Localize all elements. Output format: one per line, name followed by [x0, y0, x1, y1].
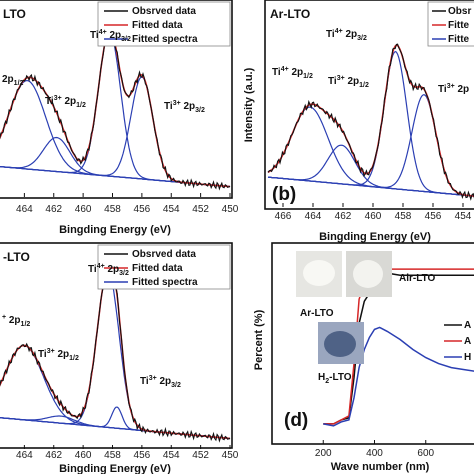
panel-c-tick-label: 454 — [163, 450, 180, 461]
panel-c-tick-label: 460 — [75, 450, 92, 461]
panel-a-component-2 — [0, 136, 231, 188]
panel-d-tick-label: 200 — [315, 448, 332, 459]
panel-b-tick-label: 460 — [365, 211, 382, 222]
panel-c-tick-label: 450 — [222, 450, 239, 461]
panel-c-annotations: Ti4+ 2p3/2 + 2p1/2 Ti3+ 2p1/2 Ti3+ 2p3/2 — [2, 263, 181, 389]
panel-c-frame — [0, 242, 233, 449]
panel-c-component-1 — [0, 344, 231, 440]
legend-c-fitted-data-label: Fitted data — [132, 263, 183, 274]
anno-b-ti4-2p12: Ti4+ 2p1/2 — [272, 66, 313, 80]
anno-c-2p12: + 2p1/2 — [2, 314, 30, 328]
anno-c-ti3-2p12: Ti3+ 2p1/2 — [38, 348, 79, 362]
panel-a-x-ticks: 464 462 460 458 456 454 452 450 — [16, 193, 239, 215]
panel-b-tick-label: 456 — [425, 211, 442, 222]
panel-a-title: LTO — [3, 7, 26, 21]
panel-c-tick-label: 462 — [45, 450, 62, 461]
panel-a-tick-label: 458 — [104, 204, 121, 215]
legend-b-fitted-label: Fitte — [448, 20, 470, 31]
panel-a-tick-label: 450 — [222, 204, 239, 215]
legend-fitted-data-label: Fitted data — [132, 20, 183, 31]
h2-lto-powder — [324, 331, 356, 357]
panel-d-ylabel: Percent (%) — [253, 309, 265, 370]
ar-lto-powder — [353, 260, 383, 288]
legend-observed-label: Obsrved data — [132, 6, 196, 17]
panel-b-legend: Obsr Fitte Fitte — [427, 1, 474, 47]
panel-c-tick-label: 458 — [104, 450, 121, 461]
panel-a-tick-label: 454 — [163, 204, 180, 215]
panel-c-plot — [0, 260, 231, 443]
panel-c-tick-label: 456 — [134, 450, 151, 461]
panel-b-tick-label: 454 — [455, 211, 472, 222]
panel-b-legend-box — [427, 1, 474, 47]
legend-b-spectra-label: Fitte — [448, 34, 470, 45]
anno-b-ti3-2p12: Ti3+ 2p1/2 — [328, 75, 369, 89]
panel-b-component-4 — [267, 94, 474, 197]
legend-c-observed-label: Obsrved data — [132, 249, 196, 260]
panel-d-tick-label: 600 — [417, 448, 434, 459]
panel-b-tick-label: 458 — [395, 211, 412, 222]
anno-ti3-2p32: Ti3+ 2p3/2 — [164, 100, 205, 114]
anno-c-ti3-2p32: Ti3+ 2p3/2 — [140, 375, 181, 389]
panel-a-annotations: Ti4+ 2p3/2 Ti3+ 2p1/2 Ti3+ 2p3/2 2p1/2 — [2, 29, 205, 114]
panel-a-tick-label: 464 — [16, 204, 33, 215]
panel-c-title: -LTO — [3, 250, 30, 264]
air-lto-label: Air-LTO — [399, 273, 436, 284]
panel-d-photos: Air-LTO Ar-LTO H2-LTO — [296, 251, 436, 385]
panel-b-ylabel: Intensity (a.u.) — [243, 67, 255, 142]
panel-c-tick-label: 452 — [192, 450, 209, 461]
panel-b-background — [267, 176, 474, 197]
panel-b-tick-label: 464 — [305, 211, 322, 222]
legend-d-air-label: A — [464, 320, 471, 331]
panel-c-legend: Obsrved data Fitted data Fitted spectra — [97, 244, 231, 290]
panel-b: Ar-LTO 466 464 462 460 458 456 454 Bingding En… — [243, 0, 474, 243]
panel-c-x-ticks: 464 462 460 458 456 454 452 450 — [16, 445, 239, 461]
panel-d-xlabel: Wave number (nm) — [331, 461, 430, 473]
panel-b-x-ticks: 466 464 462 460 458 456 454 — [275, 203, 472, 222]
legend-d-ar-label: A — [464, 336, 471, 347]
panel-d-series-h2 — [323, 326, 474, 427]
panel-d-legend: A A H — [444, 320, 471, 363]
panel-d-x-ticks: 200 400 600 — [315, 440, 435, 459]
panel-b-frame — [264, 0, 474, 210]
anno-ti3-2p12: Ti3+ 2p1/2 — [45, 95, 86, 109]
panel-a: LTO 464 462 460 458 456 454 452 450 Bingding En… — [0, 0, 239, 236]
panel-b-tick-label: 462 — [335, 211, 352, 222]
panel-a-tick-label: 452 — [192, 204, 209, 215]
panel-d: 200 400 600 Wave number (nm) Percent (%) (… — [253, 242, 474, 473]
legend-b-observed-label: Obsr — [448, 6, 471, 17]
panel-a-tick-label: 462 — [45, 204, 62, 215]
panel-a-tick-label: 456 — [134, 204, 151, 215]
panel-b-annotations: Ti4+ 2p3/2 Ti4+ 2p1/2 Ti3+ 2p1/2 Ti3+ 2p — [272, 28, 469, 95]
panel-b-title: Ar-LTO — [270, 7, 310, 21]
panel-b-tick-label: 466 — [275, 211, 292, 222]
anno-ti4-2p32: Ti4+ 2p3/2 — [90, 29, 131, 43]
legend-c-fitted-spectra-label: Fitted spectra — [132, 277, 198, 288]
h2-lto-label: H2-LTO — [318, 372, 352, 385]
panel-b-plot — [267, 43, 474, 201]
panel-c-fitted-data — [0, 264, 231, 440]
panel-c-xlabel: Bingding Energy (eV) — [59, 463, 171, 474]
panel-a-tick-label: 460 — [75, 204, 92, 215]
panel-a-xlabel: Bingding Energy (eV) — [59, 224, 171, 236]
panel-d-tag: (d) — [284, 410, 308, 431]
panel-c-observed-data — [0, 260, 231, 443]
panel-c-tick-label: 464 — [16, 450, 33, 461]
anno-b-ti3-2p: Ti3+ 2p — [438, 83, 469, 95]
anno-c-ti4-2p32: Ti4+ 2p3/2 — [88, 263, 129, 277]
panel-b-xlabel: Bingding Energy (eV) — [319, 231, 431, 243]
legend-d-h2-label: H — [464, 352, 471, 363]
ar-lto-label: Ar-LTO — [300, 308, 334, 319]
panel-c: -LTO 464 462 460 458 456 454 452 450 Bingding E… — [0, 242, 239, 474]
panel-a-legend: Obsrved data Fitted data Fitted spectra — [97, 1, 231, 47]
legend-fitted-spectra-label: Fitted spectra — [132, 34, 198, 45]
air-lto-powder — [303, 260, 335, 286]
panel-b-tag: (b) — [272, 184, 296, 205]
panel-a-frame — [0, 0, 233, 199]
panel-b-observed-data — [267, 43, 474, 201]
panel-d-tick-label: 400 — [366, 448, 383, 459]
anno-2p12-left: 2p1/2 — [2, 74, 24, 87]
anno-b-ti4-2p32: Ti4+ 2p3/2 — [326, 28, 367, 42]
